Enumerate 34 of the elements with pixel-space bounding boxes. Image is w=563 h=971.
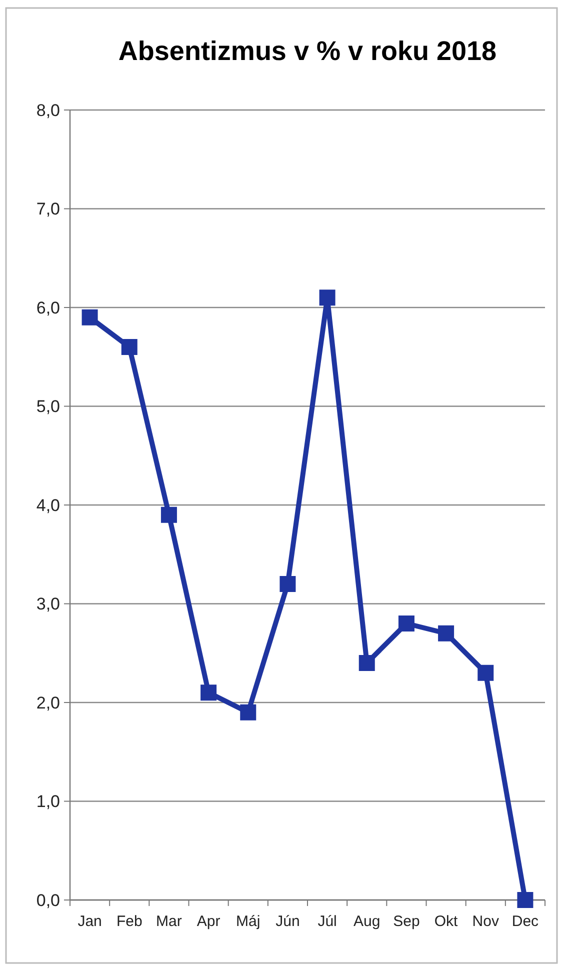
x-tick-label: Dec [512, 913, 540, 930]
point [121, 339, 138, 355]
y-tick-label: 1,0 [36, 792, 60, 812]
x-tick-label: Sep [393, 913, 420, 930]
point [240, 704, 256, 720]
x-tick-label: Aug [354, 913, 380, 930]
point [160, 506, 177, 523]
y-tick-label: 7,0 [36, 200, 60, 219]
x-tick-label: Apr [196, 913, 220, 930]
point [438, 625, 454, 642]
x-tick-label: Nov [472, 913, 500, 930]
x-tick-label: Okt [434, 913, 459, 930]
y-tick-label: 3,0 [36, 594, 60, 614]
point [358, 655, 375, 671]
x-tick-label: Jún [276, 913, 300, 930]
chart-title: Absentizmus v % v roku 2018 [118, 36, 497, 66]
x-tick-label: Júl [318, 913, 337, 930]
point [478, 664, 494, 681]
point [200, 684, 217, 701]
point [280, 576, 296, 592]
point [517, 892, 534, 908]
y-tick-label: 4,0 [36, 496, 60, 515]
x-tick-label: Feb [116, 913, 142, 930]
x-tick-label: Máj [236, 913, 260, 930]
x-tick-label: Mar [156, 913, 182, 930]
y-tick-label: 6,0 [36, 298, 60, 318]
point [82, 309, 98, 326]
point [319, 290, 336, 306]
point [398, 616, 414, 632]
y-tick-label: 0,0 [36, 890, 60, 910]
y-tick-label: 8,0 [36, 100, 60, 120]
y-tick-label: 2,0 [36, 693, 60, 712]
x-tick-label: Jan [78, 913, 102, 930]
y-tick-label: 5,0 [36, 397, 60, 416]
